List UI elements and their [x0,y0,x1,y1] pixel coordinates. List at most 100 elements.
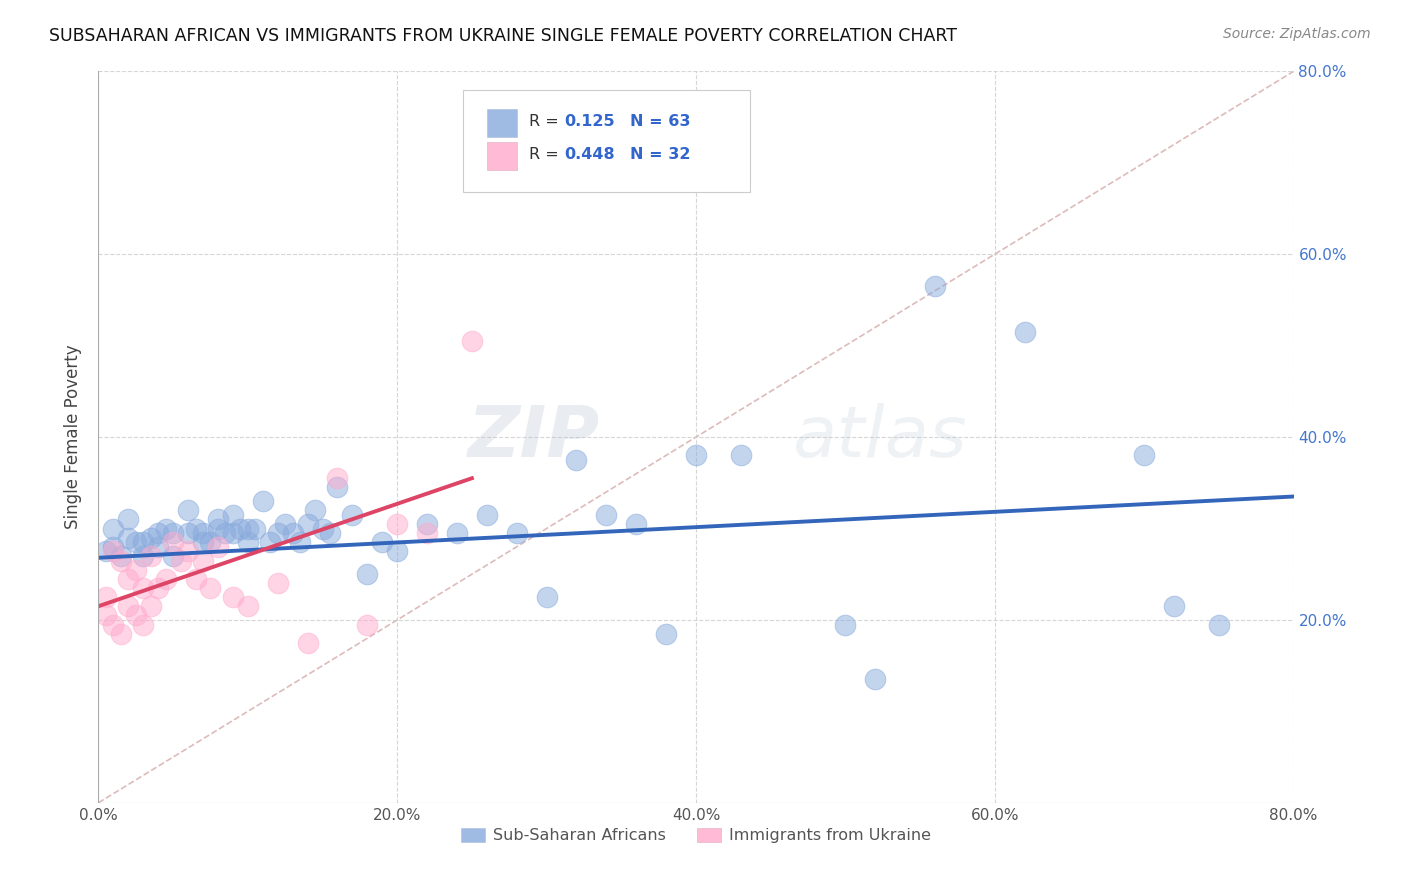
Point [155,572,177,586]
Point [536,590,558,604]
Point [132,535,155,549]
Text: R =: R = [529,146,564,161]
Point [132,617,155,632]
Point [924,279,946,293]
Point [148,581,170,595]
Point [595,508,617,522]
Point [416,526,439,541]
Point [281,526,304,541]
Point [267,526,290,541]
Point [1163,599,1185,614]
Point [1014,325,1036,339]
Point [311,521,333,535]
Point [103,617,125,632]
Point [229,521,252,535]
Point [177,526,200,541]
Point [103,521,125,535]
Point [304,503,326,517]
Point [191,526,214,541]
Point [236,535,259,549]
Point [236,599,259,614]
Point [475,508,498,522]
Point [148,526,170,541]
Point [1133,448,1156,462]
Point [184,521,207,535]
Point [94,608,117,623]
Point [162,526,184,541]
Point [117,599,139,614]
Point [177,503,200,517]
Point [207,540,229,554]
Point [207,521,229,535]
Y-axis label: Single Female Poverty: Single Female Poverty [65,345,83,529]
Point [371,535,394,549]
FancyBboxPatch shape [486,110,517,137]
Point [267,576,290,591]
Point [297,516,319,531]
Point [342,508,364,522]
Point [139,599,162,614]
Point [110,549,132,563]
Point [446,526,468,541]
Point [385,516,409,531]
Point [162,549,184,563]
Point [461,334,484,348]
Point [356,567,378,582]
Point [865,673,887,687]
Point [139,531,162,545]
Point [132,581,155,595]
Point [110,626,132,640]
Legend: Sub-Saharan Africans, Immigrants from Ukraine: Sub-Saharan Africans, Immigrants from Uk… [454,822,938,850]
Point [125,608,148,623]
Point [730,448,752,462]
Text: 0.125: 0.125 [565,113,616,128]
Point [125,535,148,549]
FancyBboxPatch shape [463,90,749,192]
Point [274,516,297,531]
Point [191,535,214,549]
Point [288,535,311,549]
Point [1208,617,1230,632]
Point [177,544,200,558]
FancyBboxPatch shape [486,143,517,170]
Point [214,526,236,541]
Point [207,512,229,526]
Point [94,590,117,604]
Point [565,453,588,467]
Text: Source: ZipAtlas.com: Source: ZipAtlas.com [1223,27,1371,41]
Point [834,617,856,632]
Point [252,494,274,508]
Point [222,526,245,541]
Point [236,521,259,535]
Text: ZIP: ZIP [468,402,600,472]
Point [125,563,148,577]
Point [103,544,125,558]
Point [326,471,349,485]
Point [259,535,281,549]
Point [139,549,162,563]
Point [416,516,439,531]
Point [200,535,222,549]
Point [184,572,207,586]
Point [110,553,132,567]
Point [356,617,378,632]
Point [117,572,139,586]
Point [626,516,648,531]
Text: N = 32: N = 32 [630,146,690,161]
Point [385,544,409,558]
Text: SUBSAHARAN AFRICAN VS IMMIGRANTS FROM UKRAINE SINGLE FEMALE POVERTY CORRELATION : SUBSAHARAN AFRICAN VS IMMIGRANTS FROM UK… [49,27,957,45]
Point [506,526,529,541]
Point [326,480,349,494]
Text: N = 63: N = 63 [630,113,690,128]
Text: R =: R = [529,113,564,128]
Point [132,549,155,563]
Point [655,626,678,640]
Point [117,531,139,545]
Text: atlas: atlas [792,402,966,472]
Point [319,526,342,541]
Point [245,521,267,535]
Point [222,590,245,604]
Point [162,535,184,549]
Point [191,553,214,567]
Point [297,636,319,650]
